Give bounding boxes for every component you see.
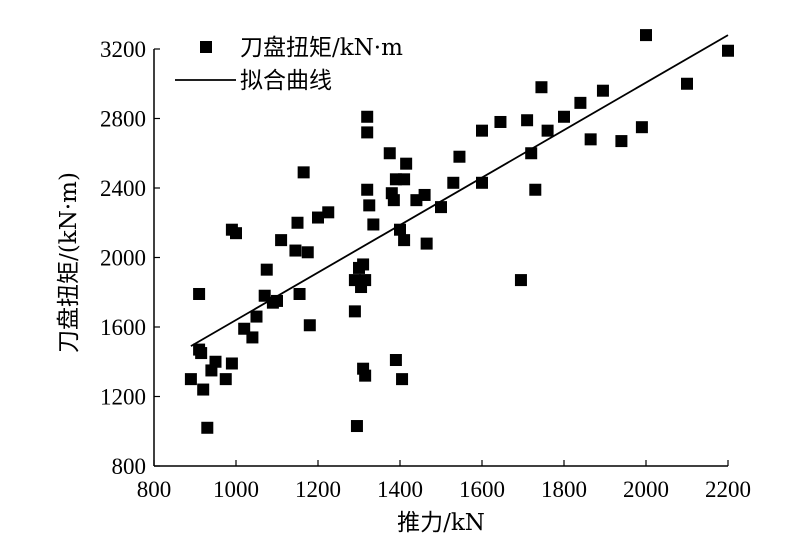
- data-point: [209, 355, 222, 368]
- y-tick-label: 800: [112, 454, 147, 479]
- data-point: [535, 81, 548, 94]
- data-point: [260, 263, 273, 276]
- data-point: [514, 274, 527, 287]
- data-point: [275, 234, 288, 247]
- x-tick-label: 800: [137, 477, 172, 502]
- data-point: [615, 135, 628, 148]
- data-point: [246, 331, 259, 344]
- data-point: [361, 126, 374, 139]
- data-point: [529, 183, 542, 196]
- data-point: [389, 354, 402, 367]
- y-axis-label: 刀盘扭矩/(kN·m): [56, 172, 82, 353]
- data-point: [312, 211, 324, 224]
- data-point: [357, 258, 370, 271]
- data-point: [348, 305, 361, 318]
- y-tick-label: 2800: [100, 107, 146, 132]
- x-tick-label: 1000: [213, 477, 259, 502]
- data-point: [558, 110, 570, 123]
- data-point: [359, 274, 372, 287]
- data-point: [322, 206, 335, 219]
- data-point: [195, 347, 208, 360]
- data-point: [418, 188, 431, 201]
- x-axis-label: 推力/kN: [397, 510, 485, 536]
- data-point: [303, 319, 316, 332]
- data-point: [635, 121, 648, 134]
- data-point: [201, 421, 214, 434]
- data-point: [350, 420, 363, 433]
- data-point: [541, 124, 554, 137]
- x-tick-label: 1200: [295, 477, 341, 502]
- data-point: [521, 114, 534, 127]
- x-tick-label: 2000: [623, 477, 669, 502]
- x-tick-label: 1600: [459, 477, 505, 502]
- legend-marker-square: [200, 41, 212, 53]
- data-point: [435, 201, 447, 214]
- data-points: [184, 29, 734, 434]
- data-point: [361, 110, 374, 123]
- data-point: [291, 216, 304, 229]
- data-point: [197, 383, 210, 396]
- data-point: [184, 373, 197, 386]
- data-point: [383, 147, 396, 160]
- data-point: [400, 157, 413, 170]
- data-point: [453, 150, 466, 163]
- data-point: [596, 84, 609, 97]
- data-point: [359, 369, 372, 382]
- data-point: [722, 44, 734, 57]
- data-point: [293, 287, 306, 300]
- legend-label-scatter: 刀盘扭矩/kN·m: [240, 35, 403, 61]
- y-tick-label: 2000: [100, 246, 146, 271]
- data-point: [271, 294, 283, 307]
- data-point: [225, 357, 238, 370]
- data-point: [361, 183, 374, 196]
- legend: 刀盘扭矩/kN·m 拟合曲线: [175, 35, 403, 94]
- data-point: [640, 29, 652, 42]
- data-point: [447, 176, 460, 189]
- x-tick-label: 1400: [377, 477, 423, 502]
- axes: [153, 49, 728, 467]
- data-point: [681, 77, 693, 90]
- data-point: [420, 237, 433, 250]
- data-point: [398, 173, 411, 186]
- data-point: [230, 227, 242, 240]
- data-point: [250, 310, 263, 323]
- data-point: [476, 124, 488, 137]
- data-point: [494, 115, 507, 128]
- x-tick-label: 1800: [541, 477, 587, 502]
- data-point: [387, 194, 400, 207]
- y-tick-label: 1600: [100, 315, 146, 340]
- fit-line: [190, 34, 729, 347]
- data-point: [394, 223, 406, 236]
- data-point: [584, 133, 597, 146]
- y-tick-label: 1200: [100, 385, 146, 410]
- data-point: [367, 218, 380, 231]
- data-point: [301, 246, 314, 259]
- data-point: [574, 96, 587, 109]
- y-tick-label: 2400: [100, 176, 146, 201]
- legend-label-fit: 拟合曲线: [240, 68, 332, 94]
- data-point: [476, 176, 488, 189]
- data-point: [398, 234, 411, 247]
- y-tick-label: 3200: [100, 37, 146, 62]
- data-point: [289, 244, 302, 257]
- data-point: [297, 166, 310, 179]
- data-point: [363, 199, 376, 212]
- data-point: [219, 373, 232, 386]
- data-point: [396, 373, 409, 386]
- data-point: [193, 287, 206, 300]
- x-tick-label: 2200: [705, 477, 751, 502]
- data-point: [525, 147, 538, 160]
